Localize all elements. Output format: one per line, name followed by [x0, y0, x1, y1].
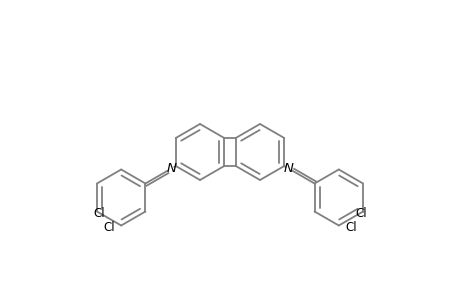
Text: Cl: Cl [354, 207, 366, 220]
Text: Cl: Cl [103, 221, 115, 234]
Text: N: N [283, 162, 293, 175]
Text: N: N [166, 162, 176, 175]
Text: Cl: Cl [93, 207, 105, 220]
Text: Cl: Cl [344, 221, 356, 234]
